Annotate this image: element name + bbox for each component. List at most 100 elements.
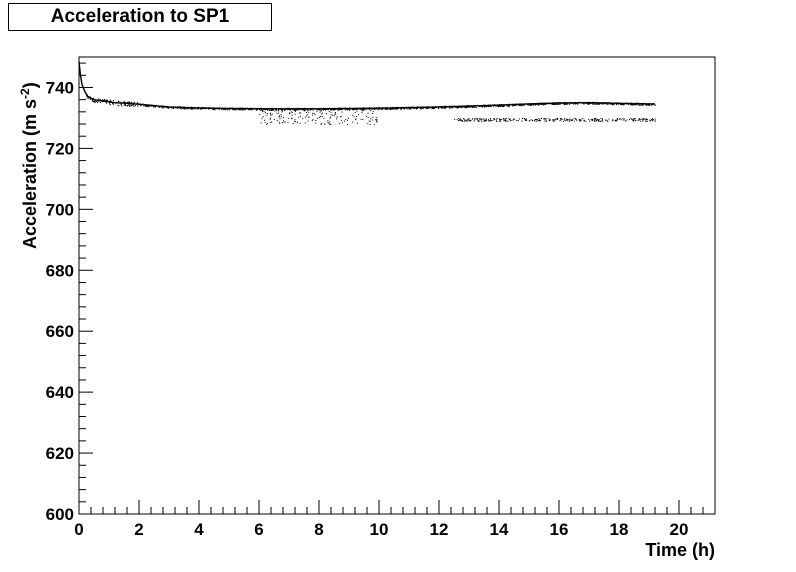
data-point (596, 119, 598, 120)
data-point (357, 122, 359, 124)
data-point (198, 108, 199, 110)
data-point (98, 98, 100, 100)
data-point (602, 119, 603, 121)
x-tick-label: 14 (490, 520, 509, 539)
data-point (582, 118, 584, 119)
data-point (510, 119, 511, 121)
data-point (422, 108, 424, 109)
data-point (367, 123, 369, 125)
data-point (523, 105, 525, 107)
data-point (482, 118, 484, 120)
data-point (598, 120, 600, 122)
data-point (489, 106, 491, 107)
data-point (649, 119, 651, 121)
data-point (633, 104, 634, 106)
data-point (470, 120, 472, 122)
data-point (192, 108, 194, 110)
data-point (278, 115, 280, 117)
data-point (291, 114, 293, 116)
y-tick-label: 680 (46, 261, 74, 280)
data-point (284, 109, 286, 111)
data-point (91, 100, 93, 102)
data-point (299, 115, 301, 117)
data-point (610, 103, 612, 105)
data-point (501, 106, 503, 108)
data-point (478, 120, 480, 122)
data-point (460, 106, 462, 108)
data-point (385, 109, 387, 111)
data-point (605, 119, 607, 121)
data-point (97, 102, 99, 104)
data-point (554, 103, 556, 105)
trend-line (78, 61, 655, 110)
data-point (362, 108, 364, 110)
data-point (166, 107, 168, 109)
data-point (598, 119, 600, 121)
data-point (221, 109, 223, 111)
data-point (303, 109, 305, 111)
data-point (371, 108, 372, 110)
data-point (86, 95, 87, 97)
data-point (355, 108, 357, 110)
data-point (175, 107, 177, 109)
data-point (498, 105, 500, 107)
data-point (566, 120, 568, 122)
data-point (487, 105, 488, 107)
data-point (460, 107, 462, 109)
data-point (483, 120, 485, 122)
data-point (573, 120, 575, 122)
data-point (498, 118, 500, 120)
data-point (109, 99, 111, 101)
data-point (602, 120, 604, 122)
data-point (588, 103, 590, 105)
data-point (649, 104, 650, 106)
data-point (472, 106, 473, 108)
data-point (285, 109, 287, 111)
data-point (306, 113, 308, 115)
data-point (594, 119, 596, 121)
data-point (651, 119, 653, 120)
data-point (569, 119, 571, 121)
data-point (572, 119, 573, 121)
data-point (535, 104, 536, 106)
data-point (194, 108, 196, 110)
data-point (534, 119, 535, 121)
data-point (575, 119, 577, 121)
data-point (493, 118, 495, 119)
data-point (472, 118, 474, 120)
data-point (124, 101, 125, 103)
data-point (304, 116, 306, 118)
data-point (417, 107, 418, 109)
data-point (119, 101, 121, 103)
data-point (97, 101, 99, 103)
data-point (443, 107, 445, 109)
data-point (579, 120, 581, 122)
data-point (600, 118, 602, 119)
data-point (515, 104, 517, 106)
data-point (237, 109, 239, 111)
data-point (336, 118, 338, 120)
data-point (272, 109, 274, 111)
data-point (341, 119, 343, 121)
data-point (243, 109, 245, 111)
data-point (184, 108, 185, 110)
data-point (255, 109, 257, 111)
data-point (390, 108, 391, 110)
data-point (269, 122, 271, 124)
data-point (576, 119, 578, 121)
data-point (594, 118, 596, 119)
data-point (519, 105, 521, 107)
data-point (608, 118, 610, 120)
data-point (509, 119, 511, 121)
data-point (101, 99, 103, 101)
data-point (320, 123, 322, 125)
data-point (326, 113, 327, 114)
data-point (465, 119, 467, 121)
data-point (310, 109, 312, 111)
data-point (224, 108, 226, 110)
data-point (228, 109, 230, 111)
data-point (267, 123, 268, 125)
data-point (642, 120, 643, 122)
data-point (503, 105, 505, 107)
data-point (186, 108, 188, 110)
